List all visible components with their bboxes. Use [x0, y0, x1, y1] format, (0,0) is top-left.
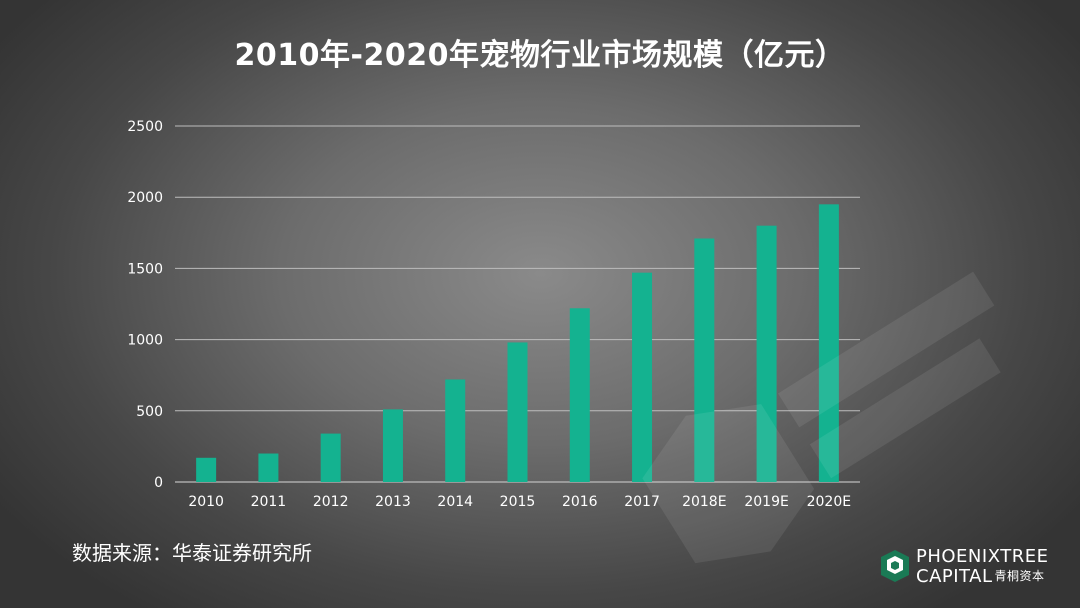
x-tick-label: 2017 [624, 494, 660, 510]
bar-2010 [196, 457, 217, 482]
brand-name-line2: CAPITAL 青桐资本 [916, 566, 1045, 587]
brand-name-line1: PHOENIXTREE [916, 546, 1049, 567]
x-tick-label: 2011 [251, 494, 287, 510]
x-tick-label: 2013 [375, 494, 411, 510]
bar-2017 [632, 272, 653, 482]
x-tick-label: 2020E [807, 494, 851, 510]
bar-2011 [258, 453, 279, 482]
bar-2014 [445, 379, 466, 482]
bar-2019E [756, 225, 777, 482]
y-tick-label: 2500 [127, 119, 163, 135]
bar-2020E [818, 204, 839, 482]
brand-name-cn: 青桐资本 [994, 569, 1045, 583]
bar-2012 [320, 433, 341, 482]
bars [196, 204, 839, 482]
x-tick-label: 2018E [682, 494, 726, 510]
x-axis-ticks: 2010 2011 2012 2013 2014 2015 2016 2017 2018E 201… [188, 494, 851, 510]
x-tick-label: 2010 [188, 494, 224, 510]
brand-logo-block: PHOENIXTREE CAPITAL 青桐资本 [880, 544, 1070, 588]
bar-2015 [507, 342, 528, 482]
x-tick-label: 2015 [500, 494, 536, 510]
x-tick-label: 2016 [562, 494, 598, 510]
brand-name-line2-text: CAPITAL [916, 566, 993, 587]
y-axis-ticks: 0 500 1000 1500 2000 2500 [127, 119, 163, 491]
source-note: 数据来源：华泰证券研究所 [72, 541, 312, 565]
x-tick-label: 2019E [744, 494, 788, 510]
page-title: 2010年-2020年宠物行业市场规模（亿元） [234, 38, 846, 73]
y-tick-label: 0 [154, 475, 163, 491]
bar-2018E [694, 238, 715, 482]
x-tick-label: 2012 [313, 494, 349, 510]
y-tick-label: 1500 [127, 261, 163, 277]
y-tick-label: 1000 [127, 333, 163, 349]
phoenixtree-logo-icon [881, 550, 909, 582]
bar-2013 [382, 409, 403, 482]
y-tick-label: 500 [136, 404, 163, 420]
bar-2016 [569, 308, 590, 482]
y-tick-label: 2000 [127, 190, 163, 206]
x-tick-label: 2014 [437, 494, 473, 510]
